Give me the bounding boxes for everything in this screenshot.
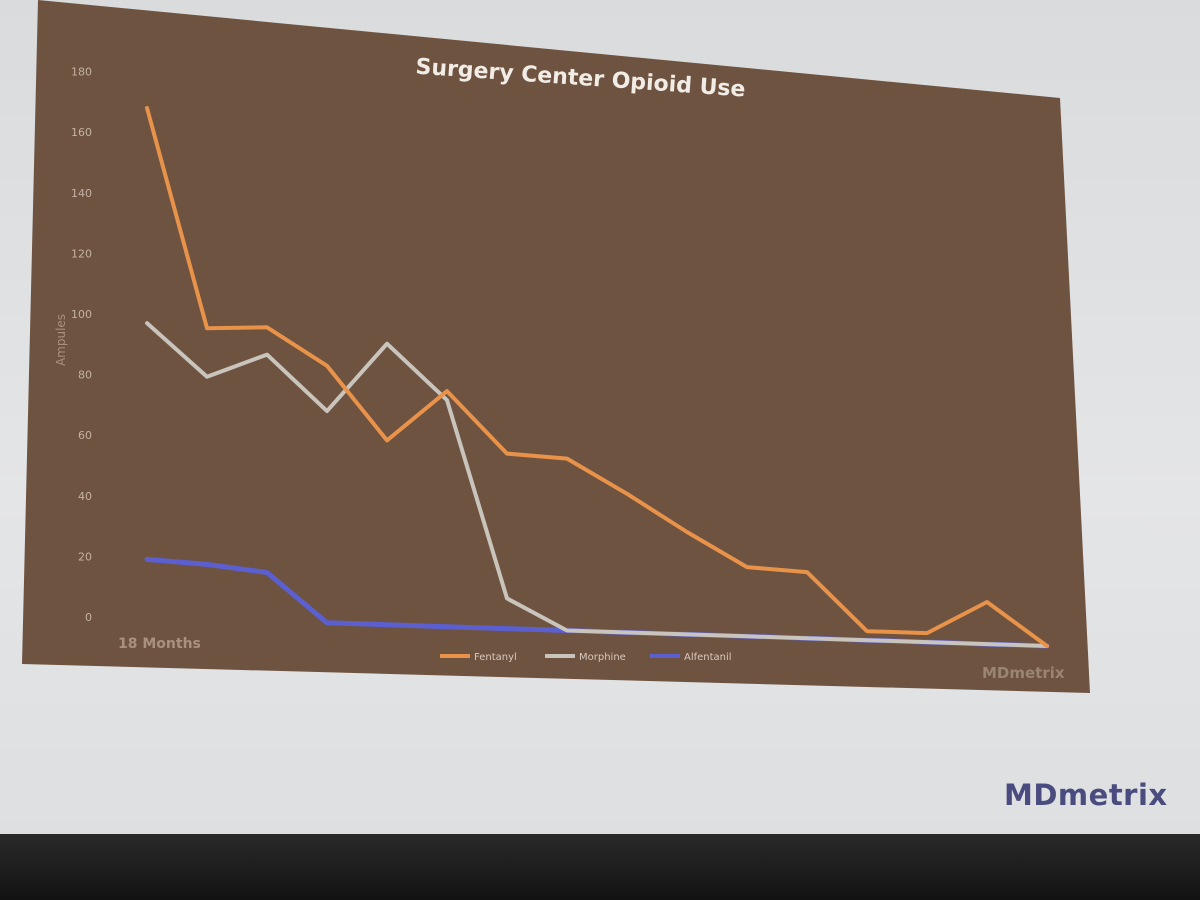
y-tick-label: 20	[78, 550, 92, 563]
y-tick-label: 40	[78, 490, 92, 503]
legend-item-alfentanil: Alfentanil	[650, 652, 732, 663]
legend-item-morphine: Morphine	[545, 652, 626, 663]
legend: Fentanyl Morphine Alfentanil	[440, 652, 732, 663]
y-tick-label: 180	[71, 66, 92, 79]
y-tick-label: 160	[71, 126, 92, 139]
chart-panel: Surgery Center Opioid Use Ampules 18 Mon…	[20, 0, 1090, 695]
legend-label: Fentanyl	[474, 652, 517, 663]
y-tick-label: 0	[85, 611, 92, 624]
opioid-line-chart: Surgery Center Opioid Use Ampules 18 Mon…	[22, 0, 1090, 693]
y-tick-label: 120	[71, 247, 92, 260]
series-lines	[144, 106, 1050, 649]
y-tick-label: 60	[78, 429, 92, 442]
y-axis-ticks: 0 20 40 60 80 100 120 140 160 180	[71, 66, 92, 624]
panel-watermark: MDmetrix	[982, 664, 1065, 682]
y-tick-label: 140	[71, 187, 92, 200]
chart-background	[22, 0, 1090, 693]
legend-item-fentanyl: Fentanyl	[440, 652, 517, 663]
legend-label: Alfentanil	[684, 652, 732, 663]
y-tick-label: 80	[78, 369, 92, 382]
series-line-morphine	[145, 321, 1049, 648]
legend-label: Morphine	[579, 652, 626, 663]
screen-bottom-edge	[0, 834, 1200, 900]
time-caption: 18 Months	[118, 636, 201, 652]
brand-logo: MDmetrix	[1004, 778, 1168, 812]
y-axis-label: Ampules	[54, 314, 68, 366]
series-line-fentanyl	[145, 106, 1049, 648]
y-tick-label: 100	[71, 308, 92, 321]
